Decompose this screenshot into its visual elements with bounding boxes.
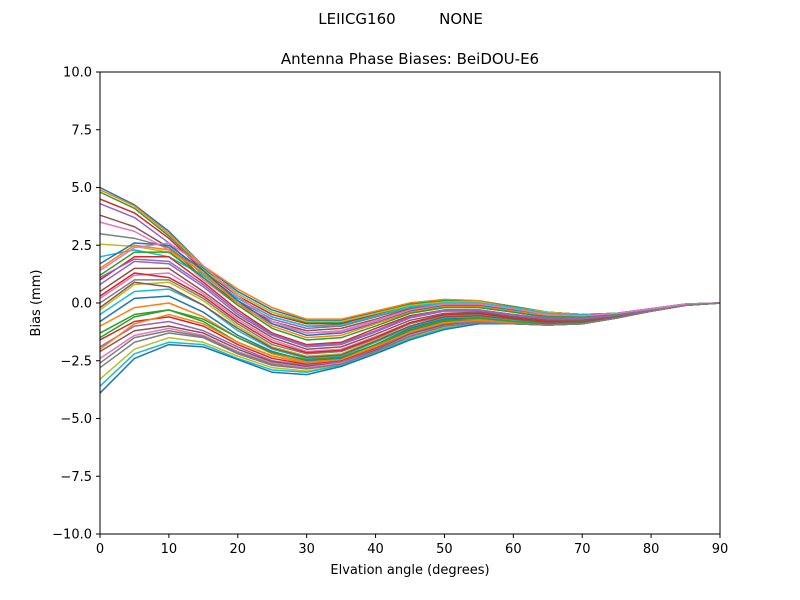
series-line-37 [99,242,721,334]
x-tick-label: 60 [505,542,522,557]
y-axis: −10.0 −7.5 −5.0 −2.5 0.0 2.5 5.0 7.5 10.0 [52,66,100,543]
y-tick-label: 2.5 [71,239,92,254]
y-tick-label: −10.0 [52,528,92,543]
y-tick-label: 5.0 [71,181,92,196]
y-tick-label: 7.5 [71,123,92,138]
chart-title: Antenna Phase Biases: BeiDOU-E6 [281,50,539,68]
suptitle-antenna: LEIICG160 [318,10,395,28]
x-tick-label: 40 [367,542,384,557]
y-tick-label: −5.0 [60,412,92,427]
y-tick-label: −2.5 [60,354,92,369]
x-tick-label: 70 [574,542,591,557]
series-line-38 [99,302,721,370]
series-layer [99,186,721,394]
series-line-13 [99,251,721,341]
series-line-35 [99,258,721,347]
x-tick-label: 0 [96,542,104,557]
x-tick-label: 50 [436,542,453,557]
suptitle-radome: NONE [439,10,483,28]
x-tick-label: 90 [712,542,729,557]
x-tick-label: 10 [161,542,178,557]
x-axis: 0 10 20 30 40 50 60 70 80 90 [96,534,728,557]
series-line-36 [99,281,721,359]
y-tick-label: −7.5 [60,470,92,485]
x-tick-label: 20 [230,542,247,557]
x-axis-label: Elvation angle (degrees) [330,563,489,578]
y-tick-label: 0.0 [71,297,92,312]
y-axis-label: Bias (mm) [29,270,44,337]
x-tick-label: 30 [298,542,315,557]
x-tick-label: 80 [643,542,660,557]
y-tick-label: 10.0 [63,66,92,81]
